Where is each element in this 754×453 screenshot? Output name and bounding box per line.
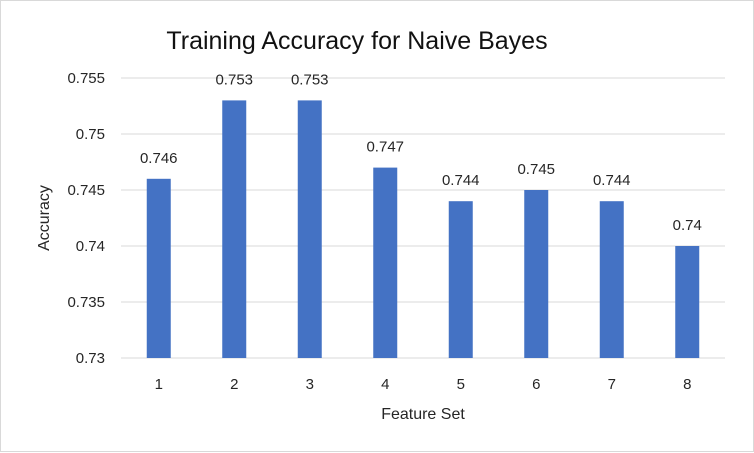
x-tick-label: 5 — [457, 376, 465, 393]
y-tick-label: 0.73 — [76, 350, 105, 367]
chart-title: Training Accuracy for Naive Bayes — [166, 27, 547, 55]
gridlines — [121, 77, 725, 359]
x-tick-label: 4 — [381, 376, 389, 393]
y-tick-label: 0.755 — [67, 70, 105, 87]
bar-feature-set-6 — [524, 190, 549, 358]
bar-feature-set-1 — [146, 178, 171, 358]
x-tick-label: 1 — [155, 376, 163, 393]
data-label: 0.747 — [366, 139, 404, 156]
x-axis-ticks: 1 2 3 4 5 6 7 8 — [155, 376, 692, 393]
data-label: 0.753 — [215, 71, 253, 88]
bar-feature-set-4 — [373, 167, 398, 358]
data-label: 0.745 — [517, 161, 555, 178]
x-axis-title: Feature Set — [381, 406, 465, 423]
x-tick-label: 2 — [230, 376, 238, 393]
y-axis-ticks: 0.73 0.735 0.74 0.745 0.75 0.755 — [67, 70, 105, 367]
bar-feature-set-7 — [599, 201, 624, 358]
data-label: 0.753 — [291, 71, 329, 88]
x-tick-label: 7 — [608, 376, 616, 393]
y-tick-label: 0.75 — [76, 126, 105, 143]
data-labels: 0.746 0.753 0.753 0.747 0.744 0.745 0.744 0.74 — [140, 71, 702, 234]
y-axis-title: Accuracy — [36, 185, 53, 251]
x-tick-label: 8 — [683, 376, 691, 393]
bar-feature-set-8 — [675, 246, 700, 358]
bars — [146, 100, 700, 359]
data-label: 0.74 — [673, 217, 702, 234]
data-label: 0.744 — [593, 172, 631, 189]
bar-feature-set-5 — [448, 201, 473, 358]
y-tick-label: 0.74 — [76, 238, 105, 255]
data-label: 0.744 — [442, 172, 480, 189]
bar-feature-set-2 — [222, 100, 247, 359]
bar-feature-set-3 — [297, 100, 322, 359]
y-tick-label: 0.735 — [67, 294, 105, 311]
data-label: 0.746 — [140, 150, 178, 167]
x-tick-label: 6 — [532, 376, 540, 393]
x-tick-label: 3 — [306, 376, 314, 393]
y-tick-label: 0.745 — [67, 182, 105, 199]
